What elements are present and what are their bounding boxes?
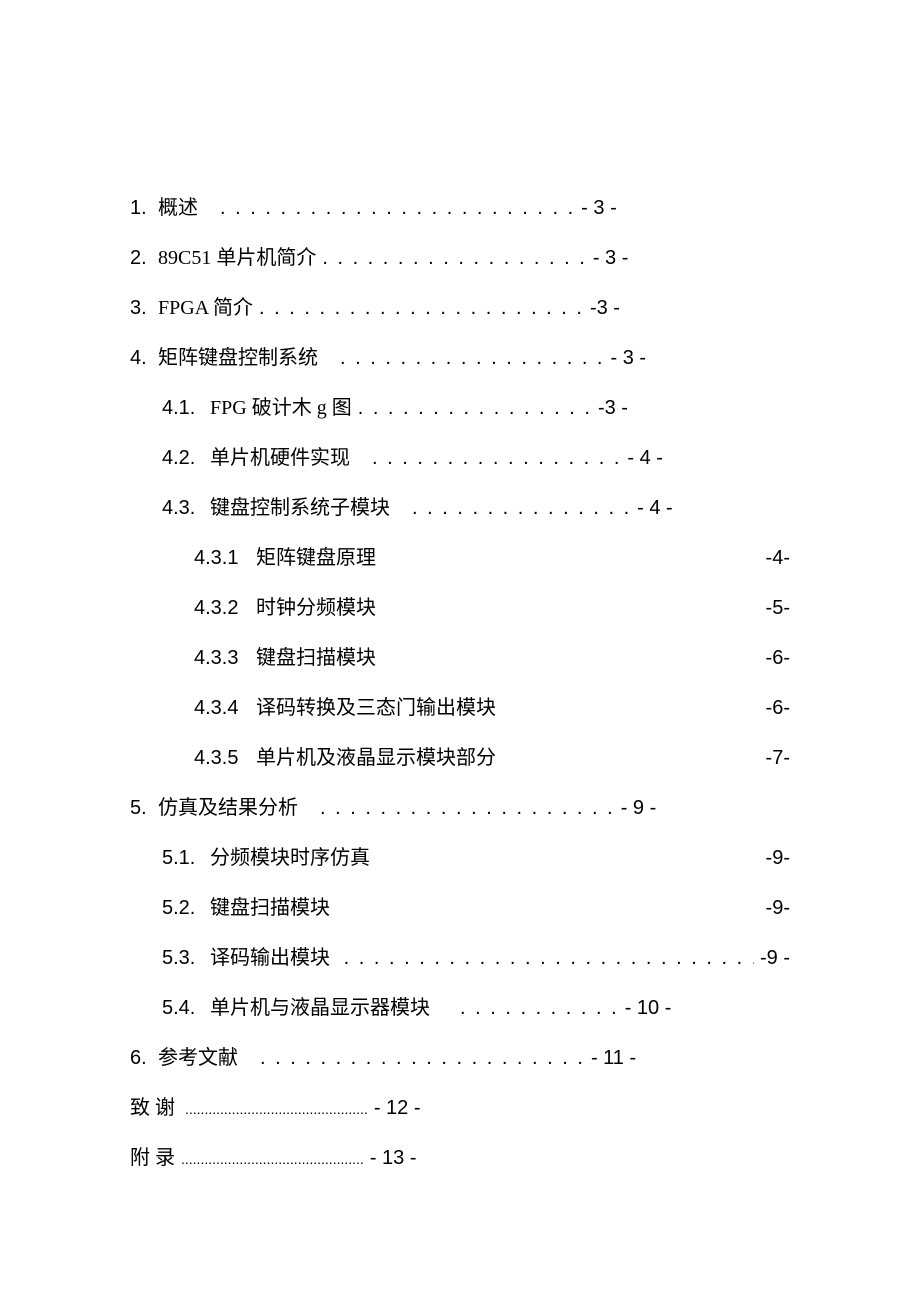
toc-page-number: - 3 -	[610, 348, 646, 368]
toc-page-number: -3 -	[598, 398, 628, 418]
toc-page-number: - 9 -	[621, 798, 657, 818]
toc-title: FPG 破计木 g 图	[210, 398, 352, 418]
toc-page: 1. 概述 . . . . . . . . . . . . . . . . . …	[0, 0, 920, 1168]
toc-page-number: - 4 -	[637, 498, 673, 518]
toc-page-number: - 10 -	[625, 998, 672, 1018]
toc-title: 译码输出模块	[210, 948, 330, 968]
toc-page-number: - 12 -	[374, 1098, 421, 1118]
toc-number: 4.2.	[162, 448, 210, 468]
toc-entry: 4.2. 单片机硬件实现 . . . . . . . . . . . . . .…	[162, 448, 790, 468]
toc-title: 译码转换及三态门输出模块	[256, 698, 496, 718]
toc-leader: . . . . . . . . . . .	[460, 998, 619, 1018]
toc-entry: 5.2. 键盘扫描模块 -9-	[162, 898, 790, 918]
toc-page-number: -6-	[766, 648, 790, 668]
toc-page-number: - 11 -	[591, 1048, 636, 1068]
toc-title: 单片机硬件实现	[210, 448, 350, 468]
toc-title: 附 录	[130, 1148, 175, 1168]
toc-number: 4.1.	[162, 398, 210, 418]
toc-entry: 2. 89C51 单片机简介 . . . . . . . . . . . . .…	[130, 248, 790, 268]
toc-number: 5.2.	[162, 898, 210, 918]
toc-page-number: - 3 -	[593, 248, 629, 268]
toc-entry: 6. 参考文献 . . . . . . . . . . . . . . . . …	[130, 1048, 790, 1068]
toc-page-number: -3 -	[590, 298, 620, 318]
toc-number: 4.3.5	[194, 748, 256, 768]
toc-page-number: - 3 -	[581, 198, 617, 218]
toc-title: FPGA 简介	[158, 298, 253, 318]
toc-leader: . . . . . . . . . . . . . . . . .	[372, 448, 621, 468]
toc-leader: . . . . . . . . . . . . . . . . . . . . …	[220, 198, 575, 218]
toc-title: 矩阵键盘控制系统	[158, 348, 318, 368]
toc-title: 89C51 单片机简介	[158, 248, 316, 268]
toc-entry: 附 录 ....................................…	[130, 1148, 790, 1168]
toc-entry: 5.4. 单片机与液晶显示器模块 . . . . . . . . . . . -…	[162, 998, 790, 1018]
toc-number: 3.	[130, 298, 158, 318]
toc-leader: . . . . . . . . . . . . . . . . . . . .	[320, 798, 615, 818]
toc-number: 4.	[130, 348, 158, 368]
toc-number: 5.3.	[162, 948, 210, 968]
toc-leader: . . . . . . . . . . . . . . .	[412, 498, 631, 518]
toc-number: 4.3.	[162, 498, 210, 518]
toc-entry: 4.3.3 键盘扫描模块 -6-	[194, 648, 790, 668]
toc-entry: 5.1. 分频模块时序仿真 -9-	[162, 848, 790, 868]
toc-title: 分频模块时序仿真	[210, 848, 370, 868]
toc-entry: 4.1. FPG 破计木 g 图 . . . . . . . . . . . .…	[162, 398, 790, 418]
toc-title: 时钟分频模块	[256, 598, 376, 618]
toc-entry: 1. 概述 . . . . . . . . . . . . . . . . . …	[130, 198, 790, 218]
toc-title: 矩阵键盘原理	[256, 548, 376, 568]
toc-entry: 4. 矩阵键盘控制系统 . . . . . . . . . . . . . . …	[130, 348, 790, 368]
toc-number: 2.	[130, 248, 158, 268]
toc-page-number: -7-	[766, 748, 790, 768]
toc-entry: 3. FPGA 简介 . . . . . . . . . . . . . . .…	[130, 298, 790, 318]
toc-entry: 5.3. 译码输出模块 . . . . . . . . . . . . . . …	[162, 948, 790, 968]
toc-leader: ........................................…	[181, 1152, 364, 1166]
toc-title: 概述	[158, 198, 198, 218]
toc-page-number: -4-	[766, 548, 790, 568]
toc-number: 1.	[130, 198, 158, 218]
toc-entry: 4.3. 键盘控制系统子模块 . . . . . . . . . . . . .…	[162, 498, 790, 518]
toc-leader: . . . . . . . . . . . . . . . . . . . . …	[259, 298, 584, 318]
toc-entry: 4.3.2 时钟分频模块 -5-	[194, 598, 790, 618]
toc-number: 4.3.3	[194, 648, 256, 668]
toc-number: 6.	[130, 1048, 158, 1068]
toc-title: 参考文献	[158, 1048, 238, 1068]
toc-title: 单片机及液晶显示模块部分	[256, 748, 496, 768]
toc-entry: 致 谢 ....................................…	[130, 1098, 790, 1118]
toc-number: 5.1.	[162, 848, 210, 868]
toc-leader: . . . . . . . . . . . . . . . .	[358, 398, 592, 418]
toc-leader: ........................................…	[185, 1102, 368, 1116]
toc-leader: . . . . . . . . . . . . . . . . . .	[340, 348, 604, 368]
toc-title: 仿真及结果分析	[158, 798, 298, 818]
toc-leader: . . . . . . . . . . . . . . . . . . . . …	[344, 948, 754, 968]
toc-title: 键盘扫描模块	[256, 648, 376, 668]
toc-title: 键盘扫描模块	[210, 898, 330, 918]
toc-leader: . . . . . . . . . . . . . . . . . .	[322, 248, 586, 268]
toc-entry: 4.3.4 译码转换及三态门输出模块 -6-	[194, 698, 790, 718]
toc-number: 5.4.	[162, 998, 210, 1018]
toc-title: 键盘控制系统子模块	[210, 498, 390, 518]
toc-leader: . . . . . . . . . . . . . . . . . . . . …	[260, 1048, 585, 1068]
toc-page-number: -9 -	[760, 948, 790, 968]
toc-page-number: -6-	[766, 698, 790, 718]
toc-page-number: -9-	[766, 848, 790, 868]
toc-page-number: - 4 -	[627, 448, 663, 468]
toc-entry: 4.3.1 矩阵键盘原理 -4-	[194, 548, 790, 568]
toc-page-number: -9-	[766, 898, 790, 918]
toc-entry: 4.3.5 单片机及液晶显示模块部分 -7-	[194, 748, 790, 768]
toc-entry: 5. 仿真及结果分析 . . . . . . . . . . . . . . .…	[130, 798, 790, 818]
toc-page-number: - 13 -	[370, 1148, 417, 1168]
toc-number: 5.	[130, 798, 158, 818]
toc-number: 4.3.2	[194, 598, 256, 618]
toc-title: 致 谢	[130, 1098, 175, 1118]
toc-number: 4.3.1	[194, 548, 256, 568]
toc-page-number: -5-	[766, 598, 790, 618]
toc-number: 4.3.4	[194, 698, 256, 718]
toc-title: 单片机与液晶显示器模块	[210, 998, 430, 1018]
